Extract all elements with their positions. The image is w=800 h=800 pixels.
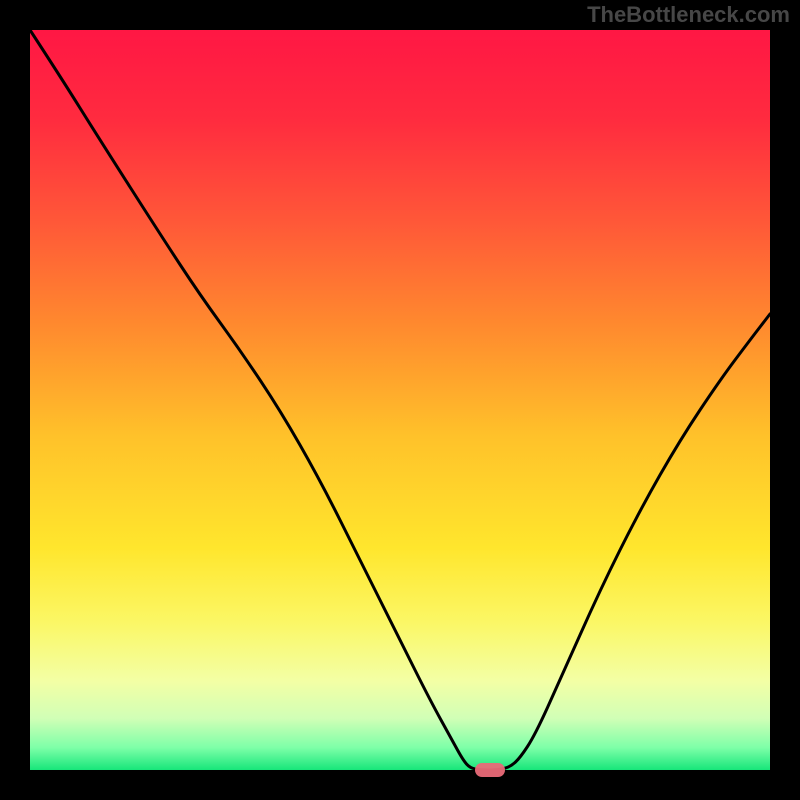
chart-container: TheBottleneck.com <box>0 0 800 800</box>
plot-background-gradient <box>30 30 770 770</box>
chart-svg <box>0 0 800 800</box>
min-point-marker <box>475 763 505 777</box>
